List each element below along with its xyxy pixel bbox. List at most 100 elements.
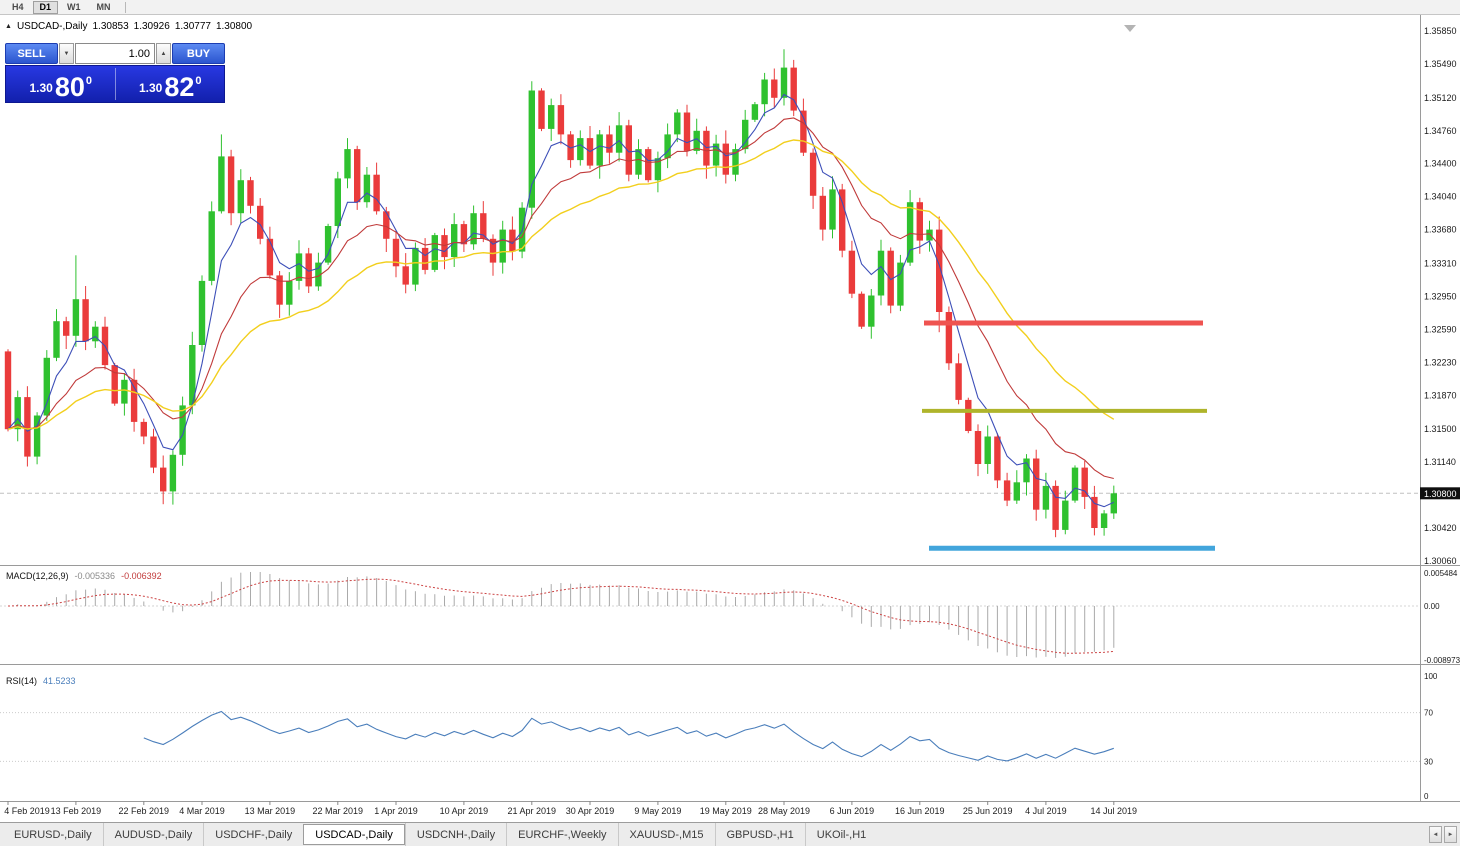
timeframe-buttons: H4 D1 W1 MN <box>4 0 119 14</box>
volume-up-button[interactable]: ▲ <box>156 43 171 64</box>
svg-text:1.32230: 1.32230 <box>1424 357 1457 367</box>
macd-axis-label: 0.00 <box>1424 602 1440 611</box>
bid-price-point: 0 <box>85 75 93 87</box>
timeframe-button-mn[interactable]: MN <box>90 1 118 14</box>
svg-text:28 May 2019: 28 May 2019 <box>758 806 810 816</box>
svg-text:25 Jun 2019: 25 Jun 2019 <box>963 806 1013 816</box>
candlesticks[interactable] <box>4 49 1117 538</box>
tab-scroll-arrows: ◄ ► <box>1429 826 1460 843</box>
svg-text:1 Apr 2019: 1 Apr 2019 <box>374 806 418 816</box>
chart-tab-usdchf[interactable]: USDCHF-,Daily <box>203 823 303 846</box>
svg-text:1.30420: 1.30420 <box>1424 523 1457 533</box>
svg-text:1.31500: 1.31500 <box>1424 424 1457 434</box>
svg-text:6 Jun 2019: 6 Jun 2019 <box>830 806 875 816</box>
svg-text:14 Jul 2019: 14 Jul 2019 <box>1091 806 1138 816</box>
ask-price-display[interactable]: 1.30 82 0 <box>116 66 225 102</box>
rsi-axis-label: 70 <box>1424 709 1433 718</box>
oneclick-toggle-icon[interactable]: ▲ <box>5 23 12 30</box>
svg-text:1.35490: 1.35490 <box>1424 59 1457 69</box>
ma-medium-line <box>7 117 1114 480</box>
chart-shift-marker[interactable] <box>1124 25 1136 32</box>
svg-text:1.35850: 1.35850 <box>1424 26 1457 36</box>
svg-text:1.34760: 1.34760 <box>1424 126 1457 136</box>
svg-text:30 Apr 2019: 30 Apr 2019 <box>566 806 615 816</box>
svg-text:4 Jul 2019: 4 Jul 2019 <box>1025 806 1067 816</box>
trade-controls-row: SELL ▼ ▲ BUY <box>5 43 225 64</box>
svg-text:1.30060: 1.30060 <box>1424 556 1457 566</box>
svg-text:22 Mar 2019: 22 Mar 2019 <box>313 806 364 816</box>
bid-price-prefix: 1.30 <box>29 81 53 95</box>
bid-ask-panel: 1.30 80 0 1.30 82 0 <box>5 65 225 103</box>
svg-text:19 May 2019: 19 May 2019 <box>700 806 752 816</box>
svg-text:1.31140: 1.31140 <box>1424 457 1456 467</box>
chart-tab-ukoil[interactable]: UKOil-,H1 <box>804 823 878 846</box>
ohlc-low-value: 1.30777 <box>174 21 211 32</box>
chart-header: ▲ USDCAD-,Daily 1.30853 1.30926 1.30777 … <box>5 21 252 32</box>
svg-text:1.33680: 1.33680 <box>1424 225 1457 235</box>
toolbar-separator <box>124 1 126 13</box>
macd-axis-label: -0.008973 <box>1424 656 1460 665</box>
macd-axis-label: 0.005484 <box>1424 569 1458 578</box>
price-axis[interactable]: 1.35850 1.35490 1.35120 1.34760 1.34400 1.340… <box>1424 26 1457 566</box>
svg-text:1.34040: 1.34040 <box>1424 192 1457 202</box>
svg-text:1.35120: 1.35120 <box>1424 93 1457 103</box>
chart-tab-xauusd[interactable]: XAUUSD-,M15 <box>617 823 715 846</box>
ohlc-high-value: 1.30926 <box>133 21 170 32</box>
svg-text:13 Feb 2019: 13 Feb 2019 <box>51 806 102 816</box>
chart-symbol-label: USDCAD-,Daily <box>16 21 88 32</box>
price-divider <box>114 68 116 100</box>
ma-slow-line <box>7 139 1115 430</box>
chart-tab-eurusd[interactable]: EURUSD-,Daily <box>14 828 92 841</box>
chart-tab-gbpusd[interactable]: GBPUSD-,H1 <box>714 823 805 846</box>
svg-text:22 Feb 2019: 22 Feb 2019 <box>119 806 170 816</box>
timeframe-button-w1[interactable]: W1 <box>60 1 88 14</box>
timeframe-button-h4[interactable]: H4 <box>5 1 31 14</box>
chart-tab-usdcnh[interactable]: USDCNH-,Daily <box>404 823 506 846</box>
ask-price-pips: 82 <box>164 72 195 102</box>
macd-signal-line <box>7 578 1114 654</box>
current-price-badge <box>1420 487 1460 500</box>
macd-label: MACD(12,26,9) -0.005336 -0.006392 <box>6 571 162 581</box>
svg-text:1.34400: 1.34400 <box>1424 159 1457 169</box>
time-axis[interactable]: 4 Feb 2019 13 Feb 2019 22 Feb 2019 4 Mar 20… <box>4 801 1137 816</box>
volume-down-button[interactable]: ▼ <box>59 43 74 64</box>
arrow-right-icon: ► <box>1447 831 1454 838</box>
bid-price-pips: 80 <box>54 72 85 102</box>
rsi-axis-label: 0 <box>1424 792 1429 801</box>
svg-text:1.32590: 1.32590 <box>1424 324 1457 334</box>
buy-button[interactable]: BUY <box>172 43 225 64</box>
tabs-scroll-right-button[interactable]: ► <box>1444 826 1457 843</box>
timeframe-button-d1[interactable]: D1 <box>32 0 59 14</box>
timeframe-toolbar: H4 D1 W1 MN <box>0 0 1460 15</box>
caret-up-icon: ▲ <box>160 50 167 57</box>
ohlc-open-value: 1.30853 <box>92 21 129 32</box>
chart-background <box>0 14 1460 822</box>
sell-button[interactable]: SELL <box>5 43 58 64</box>
svg-text:1.30800: 1.30800 <box>1424 489 1457 499</box>
svg-text:16 Jun 2019: 16 Jun 2019 <box>895 806 945 816</box>
ohlc-close-value: 1.30800 <box>215 21 253 32</box>
chart-tab-audusd[interactable]: AUDUSD-,Daily <box>102 823 204 846</box>
svg-text:4 Mar 2019: 4 Mar 2019 <box>179 806 225 816</box>
chart-tabs: EURUSD-,Daily AUDUSD-,Daily USDCHF-,Daily U… <box>0 823 877 846</box>
chart-tab-usdcad[interactable]: USDCAD-,Daily <box>303 824 405 845</box>
chart-tab-eurchf[interactable]: EURCHF-,Weekly <box>506 823 617 846</box>
chart-tab-bar: EURUSD-,Daily AUDUSD-,Daily USDCHF-,Daily U… <box>0 822 1460 846</box>
caret-down-icon: ▼ <box>63 50 70 57</box>
tabs-scroll-left-button[interactable]: ◄ <box>1429 826 1442 843</box>
svg-text:1.33310: 1.33310 <box>1424 259 1457 269</box>
ask-price-point: 0 <box>195 75 202 87</box>
arrow-left-icon: ◄ <box>1432 831 1439 838</box>
bid-price-display[interactable]: 1.30 80 0 <box>6 66 115 102</box>
rsi-label: RSI(14) 41.5233 <box>6 676 76 686</box>
rsi-axis-label: 30 <box>1424 757 1433 766</box>
svg-text:1.31870: 1.31870 <box>1424 390 1457 400</box>
svg-text:21 Apr 2019: 21 Apr 2019 <box>508 806 557 816</box>
svg-text:10 Apr 2019: 10 Apr 2019 <box>440 806 489 816</box>
rsi-line <box>143 710 1114 762</box>
volume-input[interactable] <box>75 43 155 64</box>
svg-text:9 May 2019: 9 May 2019 <box>634 806 681 816</box>
rsi-axis-label: 100 <box>1424 672 1438 681</box>
